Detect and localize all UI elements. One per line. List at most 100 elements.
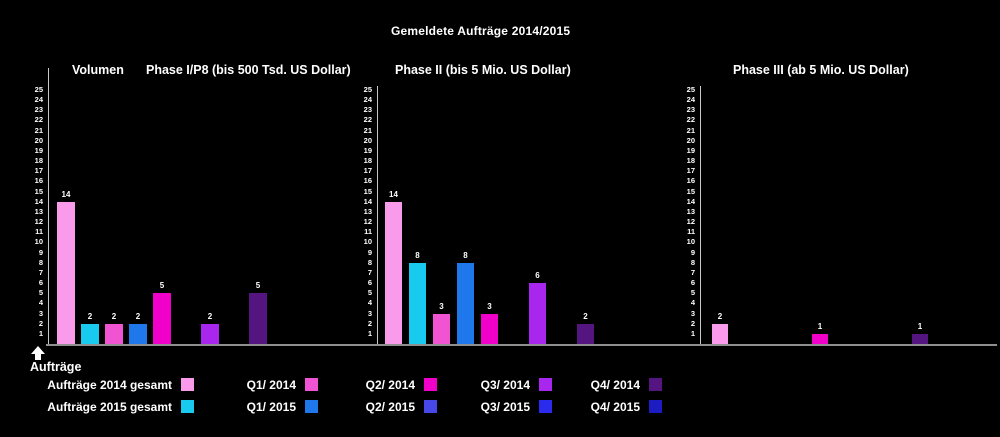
y-tick-label: 13 [686, 206, 695, 216]
y-tick-label: 12 [686, 217, 695, 227]
y-tick-label: 22 [686, 115, 695, 125]
bar-q1-2014 [105, 324, 123, 344]
y-tick-label: 17 [686, 166, 695, 176]
bar-q2-2014 [481, 314, 498, 344]
bar-q2-2014 [153, 293, 171, 344]
y-tick-label: 4 [367, 298, 372, 308]
panel-header-phase-3: Phase III (ab 5 Mio. US Dollar) [733, 63, 909, 77]
y-tick-label: 19 [363, 145, 372, 155]
y-tick-label: 14 [686, 196, 695, 206]
y-tick-label: 11 [35, 227, 43, 237]
y-tick-label: 25 [363, 85, 372, 94]
bar-auftr-ge-2014-gesamt [57, 202, 75, 344]
legend-swatch [424, 400, 437, 413]
y-tick-label: 15 [363, 186, 372, 196]
y-axis-line [377, 86, 378, 344]
bar-q1-2015 [457, 263, 474, 344]
y-tick-label: 23 [686, 105, 695, 115]
bar-auftr-ge-2014-gesamt [712, 324, 728, 344]
y-tick-label: 16 [363, 176, 372, 186]
y-tick-label: 1 [38, 328, 43, 338]
y-tick-label: 12 [34, 217, 43, 227]
y-tick-label: 20 [34, 135, 43, 145]
y-tick-label: 2 [367, 318, 372, 328]
y-tick-label: 15 [34, 186, 43, 196]
y-tick-label: 6 [690, 278, 695, 288]
bar-value-label: 5 [255, 281, 261, 290]
y-tick-label: 5 [690, 288, 695, 298]
y-tick-label: 18 [686, 156, 695, 166]
bar-value-label: 5 [159, 281, 165, 290]
y-tick-label: 5 [38, 288, 43, 298]
legend-label: Q4/ 2014 [590, 377, 640, 392]
y-tick-label: 8 [367, 257, 372, 267]
legend-swatch [424, 378, 437, 391]
legend-swatch [181, 400, 194, 413]
bar-value-label: 8 [463, 251, 468, 260]
bar-q4-2014 [577, 324, 594, 344]
y-tick-label: 7 [38, 267, 43, 277]
volumen-header: Volumen [72, 63, 124, 77]
y-axis-line [48, 68, 49, 344]
y-tick-label: 13 [363, 206, 372, 216]
bar-auftr-ge-2014-gesamt [385, 202, 402, 344]
legend-label: Q3/ 2015 [480, 399, 530, 414]
legend-item: Q3/ 2014 [472, 377, 552, 392]
y-tick-label: 21 [363, 125, 372, 135]
y-tick-label: 18 [34, 156, 43, 166]
legend-item: Q3/ 2015 [472, 399, 552, 414]
y-tick-label: 19 [34, 145, 43, 155]
legend-swatch [305, 378, 318, 391]
up-arrow-icon [31, 346, 46, 361]
y-tick-label: 10 [34, 237, 43, 247]
y-tick-label: 24 [686, 95, 695, 105]
legend-column: Q4/ 2014 Q4/ 2015 [582, 377, 662, 421]
legend-column: Q1/ 2014 Q1/ 2015 [238, 377, 318, 421]
y-tick-label: 24 [34, 95, 43, 105]
y-tick-label: 25 [34, 85, 43, 94]
y-tick-label: 16 [34, 176, 43, 186]
bar-value-label: 1 [817, 322, 823, 331]
panel-header-phase-2: Phase II (bis 5 Mio. US Dollar) [395, 63, 571, 77]
bar-value-label: 2 [207, 312, 213, 321]
y-tick-label: 7 [690, 267, 695, 277]
y-tick-label: 20 [686, 135, 695, 145]
y-tick-label: 20 [363, 135, 372, 145]
bar-value-label: 2 [111, 312, 117, 321]
y-tick-label: 9 [690, 247, 695, 257]
legend-swatch [181, 378, 194, 391]
y-tick-label: 12 [363, 217, 372, 227]
bar-q4-2014 [249, 293, 267, 344]
y-tick-label: 23 [34, 105, 43, 115]
legend-label: Q4/ 2015 [590, 399, 640, 414]
legend-swatch [649, 400, 662, 413]
y-tick-label: 3 [690, 308, 695, 318]
y-tick-label: 23 [363, 105, 372, 115]
legend-item: Q2/ 2015 [357, 399, 437, 414]
legend-label: Q3/ 2014 [480, 377, 530, 392]
bar-q2-2014 [812, 334, 828, 344]
bar-value-label: 2 [717, 312, 723, 321]
bar-auftr-ge-2015-gesamt [409, 263, 426, 344]
y-tick-label: 10 [363, 237, 372, 247]
legend-swatch [539, 378, 552, 391]
y-tick-label: 13 [34, 206, 43, 216]
legend-label: Aufträge 2015 gesamt [47, 399, 172, 414]
panel-header-phase-1: Phase I/P8 (bis 500 Tsd. US Dollar) [146, 63, 351, 77]
legend-item: Aufträge 2015 gesamt [40, 399, 194, 414]
bar-q1-2015 [129, 324, 147, 344]
bar-auftr-ge-2015-gesamt [81, 324, 99, 344]
y-tick-label: 3 [367, 308, 372, 318]
y-tick-label: 5 [367, 288, 372, 298]
legend-item: Q4/ 2015 [582, 399, 662, 414]
y-axis-line [700, 86, 701, 344]
bar-value-label: 8 [415, 251, 420, 260]
y-tick-label: 8 [38, 257, 43, 267]
legend-label: Q2/ 2015 [365, 399, 415, 414]
y-tick-label: 18 [363, 156, 372, 166]
legend-swatch [305, 400, 318, 413]
y-tick-label: 1 [690, 328, 695, 338]
y-tick-label: 3 [38, 308, 43, 318]
bar-value-label: 2 [135, 312, 141, 321]
y-tick-label: 4 [38, 298, 43, 308]
